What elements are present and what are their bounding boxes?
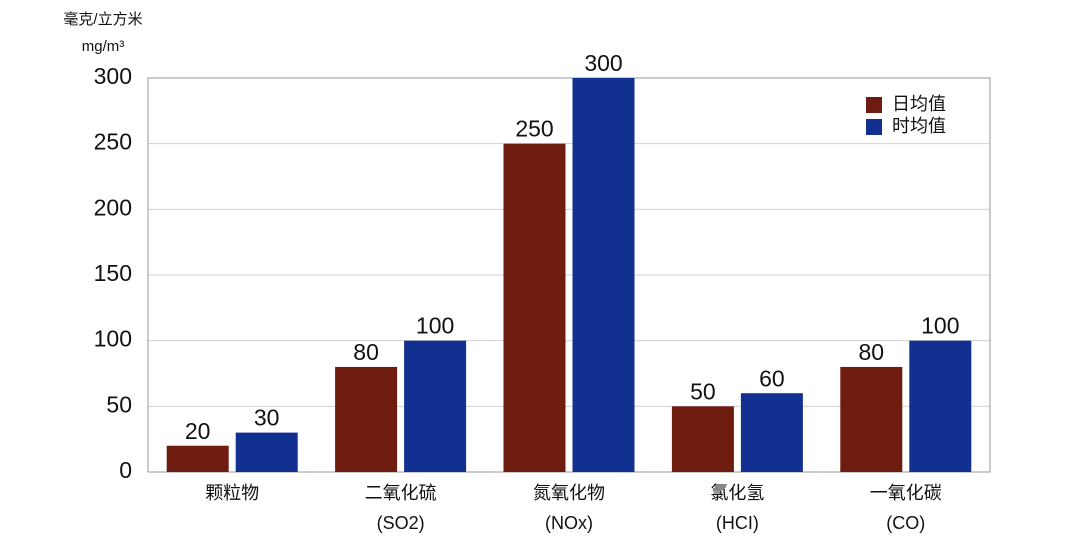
legend-swatch xyxy=(866,119,882,135)
bar xyxy=(671,406,734,472)
plot-frame xyxy=(147,77,991,473)
y-tick-label: 300 xyxy=(94,63,132,89)
y-tick-label: 50 xyxy=(106,391,132,417)
bar xyxy=(503,143,566,472)
value-label: 80 xyxy=(353,339,379,365)
value-label: 300 xyxy=(584,50,622,76)
value-label: 50 xyxy=(690,378,716,404)
value-label: 20 xyxy=(185,418,211,444)
bar xyxy=(840,366,903,472)
bar xyxy=(235,432,298,472)
y-tick-label: 100 xyxy=(94,326,132,352)
bar xyxy=(572,78,635,472)
legend-swatch xyxy=(866,97,882,113)
bar xyxy=(166,445,229,472)
x-tick-label: 颗粒物 xyxy=(205,483,259,503)
x-tick-note: (HCI) xyxy=(716,513,759,533)
value-label: 80 xyxy=(859,339,885,365)
bar xyxy=(335,366,398,472)
x-tick-note: (NOx) xyxy=(545,513,593,533)
bar xyxy=(404,340,467,472)
y-tick-label: 250 xyxy=(94,129,132,155)
y-tick-label: 200 xyxy=(94,194,132,220)
value-label: 30 xyxy=(254,405,280,431)
bar xyxy=(909,340,972,472)
y-tick-label: 150 xyxy=(94,260,132,286)
y-axis-label: 毫克/立方米 xyxy=(63,10,142,28)
x-tick-note: (SO2) xyxy=(377,513,425,533)
x-tick-note: (CO) xyxy=(886,513,925,533)
value-label: 60 xyxy=(759,365,785,391)
x-tick-label: 二氧化硫 xyxy=(365,483,437,503)
y-tick-label: 0 xyxy=(119,457,132,483)
x-tick-label: 氮氧化物 xyxy=(533,483,605,503)
value-label: 100 xyxy=(921,313,959,339)
x-tick-label: 氯化氢 xyxy=(710,483,764,503)
legend-label: 时均值 xyxy=(892,116,946,136)
x-tick-label: 一氧化碳 xyxy=(870,483,942,503)
y-axis-unit: mg/m³ xyxy=(82,38,125,55)
legend-label: 日均值 xyxy=(892,94,946,114)
bar xyxy=(740,393,803,472)
value-label: 250 xyxy=(515,116,553,142)
value-label: 100 xyxy=(416,313,454,339)
